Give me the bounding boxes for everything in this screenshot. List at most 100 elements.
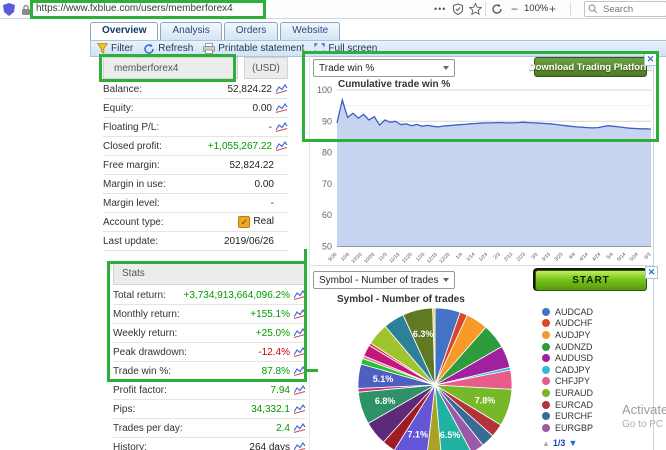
pie-slice (434, 384, 471, 450)
full-screen-button[interactable]: Full screen (314, 43, 377, 54)
svg-text:9/26: 9/26 (327, 252, 338, 263)
legend-item: AUDNZD (542, 341, 593, 353)
section-divider (310, 265, 653, 266)
row-value: 2019/06/26 (223, 235, 274, 247)
row-value: 7.94 (270, 384, 290, 396)
tab-orders[interactable]: Orders (223, 22, 279, 40)
legend-item: EURCHF (542, 410, 593, 422)
search-input[interactable] (601, 2, 660, 16)
mini-chart-icon[interactable] (276, 103, 288, 113)
mini-chart-icon[interactable] (276, 141, 288, 151)
mini-chart-icon[interactable] (294, 423, 306, 433)
row-label: Closed profit: (103, 140, 162, 152)
pie-slice (434, 384, 484, 450)
download-trading-platform-button[interactable]: Download Trading Platform (529, 57, 652, 77)
mini-chart-icon[interactable] (294, 366, 306, 376)
symbol-chart-select[interactable]: Symbol - Number of trades (313, 271, 455, 289)
legend-page-down-icon[interactable]: ▼ (568, 438, 578, 448)
refresh-button[interactable]: Refresh (143, 43, 193, 55)
ad-close-icon[interactable]: ✕ (644, 53, 657, 66)
mini-chart-icon[interactable] (276, 122, 288, 132)
mini-chart-icon[interactable] (294, 309, 306, 319)
bookmark-star-icon[interactable] (469, 3, 482, 21)
lock-icon[interactable] (21, 4, 31, 22)
svg-text:10/16: 10/16 (350, 252, 363, 265)
legend-label: AUDUSD (555, 353, 594, 364)
svg-text:6.3%: 6.3% (413, 329, 434, 339)
shield-icon[interactable] (3, 3, 15, 21)
legend-label: EURCHF (555, 411, 593, 422)
zoom-in-icon[interactable]: + (549, 2, 557, 16)
filter-button[interactable]: Filter (97, 43, 133, 54)
account-name[interactable]: memberforex4 (103, 57, 238, 79)
zoom-level[interactable]: 100% (524, 3, 549, 14)
svg-text:12/25: 12/25 (438, 252, 451, 265)
reload-icon[interactable] (491, 3, 503, 21)
checkbox-icon: ✓ (238, 216, 251, 228)
row-label: Trades per day: (113, 422, 183, 434)
svg-text:1/4: 1/4 (455, 252, 464, 261)
row-label: Free margin: (103, 159, 160, 171)
start-ad-banner[interactable]: START (533, 268, 647, 291)
row-label: Margin in use: (103, 178, 166, 190)
account-row: Free margin: 52,824.22 (103, 156, 288, 175)
svg-text:5/24: 5/24 (629, 252, 640, 263)
row-label: Profit factor: (113, 384, 167, 396)
legend-color-dot (542, 388, 550, 397)
tab-analysis[interactable]: Analysis (160, 22, 222, 40)
legend-page-up-icon[interactable]: ▲ (542, 438, 550, 448)
legend-page-number: 1/3 (552, 438, 566, 448)
row-value: 2.4 (276, 422, 290, 434)
cumulative-trade-win-chart: 50 60 70 80 90 100 9/26 10/6 10/16 10/26 11/5 11/15… (317, 85, 653, 265)
account-row: Account type: ✓ Real (103, 213, 288, 232)
mini-chart-icon[interactable] (294, 404, 306, 414)
legend-label: AUDJPY (555, 329, 591, 340)
printable-statement-button[interactable]: Printable statement (203, 43, 304, 54)
row-label: History: (113, 441, 147, 450)
svg-text:7.1%: 7.1% (407, 429, 428, 439)
panel-right-border (653, 52, 654, 450)
svg-text:2/23: 2/23 (516, 252, 527, 263)
stats-row: Profit factor: 7.94 (113, 381, 306, 400)
stats-row: Pips: 34,332.1 (113, 400, 306, 419)
pie-slice (427, 384, 442, 450)
row-label: Trade win %: (113, 365, 171, 377)
svg-text:2/3: 2/3 (493, 252, 502, 261)
legend-item: AUDCAD (542, 306, 593, 318)
svg-text:4/4: 4/4 (568, 252, 577, 261)
zoom-out-icon[interactable]: − (511, 2, 519, 16)
row-label: Equity: (103, 102, 134, 114)
mini-chart-icon[interactable] (294, 290, 306, 300)
legend-label: EURCAD (555, 399, 594, 410)
stats-row: Trades per day: 2.4 (113, 419, 306, 438)
more-tools-icon[interactable]: ••• (434, 4, 447, 14)
svg-text:6.8%: 6.8% (375, 396, 396, 406)
browser-search-box[interactable] (584, 1, 666, 17)
account-currency: (USD) (244, 57, 288, 79)
svg-text:4/14: 4/14 (578, 252, 589, 263)
svg-text:6.5%: 6.5% (440, 430, 461, 440)
chart-metric-select[interactable]: Trade win % (313, 59, 455, 77)
legend-color-dot (542, 365, 550, 374)
mini-chart-icon[interactable] (276, 84, 288, 94)
pie-chart-title: Symbol - Number of trades (337, 294, 465, 305)
tab-overview[interactable]: Overview (90, 22, 159, 40)
shield-check-icon[interactable] (452, 3, 464, 21)
tab-website[interactable]: Website (280, 22, 341, 40)
mini-chart-icon[interactable] (294, 385, 306, 395)
account-row: Balance: 52,824.22 (103, 80, 288, 99)
start-button[interactable]: START (535, 270, 647, 291)
svg-text:1/14: 1/14 (465, 252, 476, 263)
mini-chart-icon[interactable] (294, 347, 306, 357)
row-value: +155.1% (250, 308, 290, 320)
account-rows: Balance: 52,824.22 Equity: 0.00 Floating P/L… (103, 80, 288, 251)
filter-icon (97, 43, 108, 54)
mini-chart-icon[interactable] (294, 442, 306, 450)
ad-close-icon[interactable]: ✕ (645, 266, 658, 279)
full-screen-label: Full screen (328, 43, 378, 54)
account-row: Last update: 2019/06/26 (103, 232, 288, 251)
row-label: Total return: (113, 289, 166, 301)
mini-chart-icon[interactable] (294, 328, 306, 338)
address-bar-url[interactable]: https://www.fxblue.com/users/memberforex… (36, 3, 233, 14)
